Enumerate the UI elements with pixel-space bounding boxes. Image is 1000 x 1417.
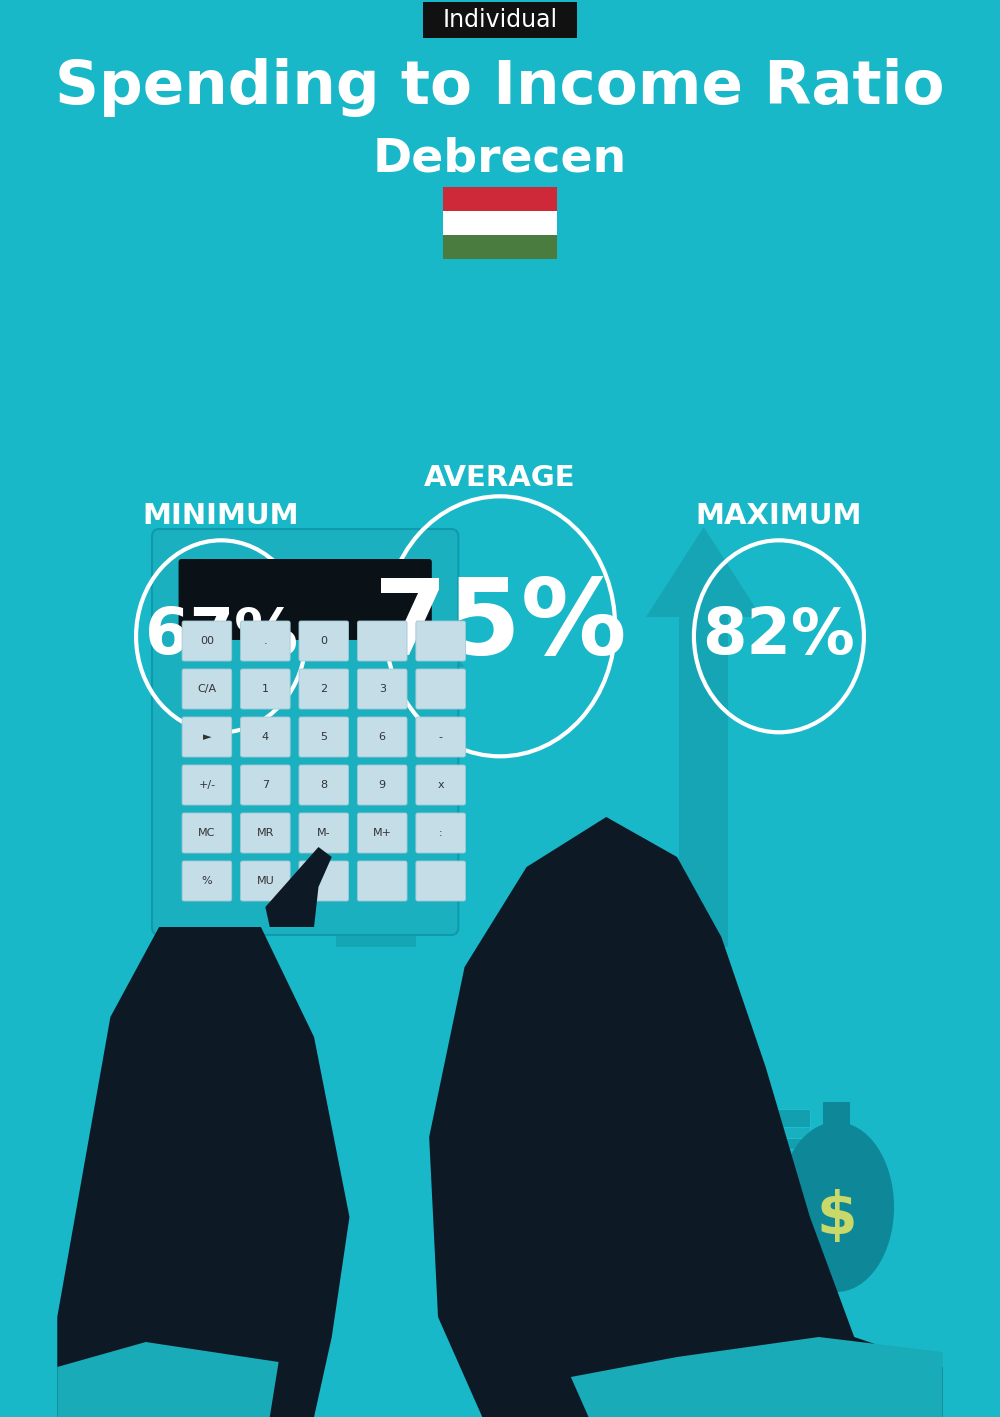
FancyBboxPatch shape — [416, 862, 465, 901]
FancyBboxPatch shape — [443, 211, 557, 235]
Polygon shape — [535, 1017, 730, 1146]
FancyBboxPatch shape — [299, 862, 349, 901]
FancyBboxPatch shape — [717, 1163, 810, 1182]
FancyBboxPatch shape — [416, 621, 465, 660]
FancyBboxPatch shape — [241, 717, 290, 757]
Text: M-: M- — [317, 828, 331, 837]
Text: 9: 9 — [379, 779, 386, 791]
FancyBboxPatch shape — [357, 765, 407, 805]
FancyBboxPatch shape — [443, 187, 557, 211]
Text: 3: 3 — [379, 684, 386, 694]
Polygon shape — [57, 1342, 279, 1417]
Text: Spending to Income Ratio: Spending to Income Ratio — [55, 58, 945, 116]
FancyBboxPatch shape — [241, 765, 290, 805]
Text: 4: 4 — [262, 733, 269, 743]
Polygon shape — [287, 547, 465, 667]
FancyBboxPatch shape — [182, 765, 232, 805]
Polygon shape — [336, 667, 416, 947]
FancyBboxPatch shape — [416, 669, 465, 708]
FancyBboxPatch shape — [357, 862, 407, 901]
Text: +/-: +/- — [198, 779, 215, 791]
Text: 0: 0 — [320, 636, 327, 646]
Text: 1: 1 — [262, 684, 269, 694]
FancyBboxPatch shape — [717, 1110, 810, 1127]
FancyBboxPatch shape — [717, 1131, 810, 1149]
Polygon shape — [57, 927, 349, 1417]
Text: -: - — [439, 733, 443, 743]
Text: 7: 7 — [262, 779, 269, 791]
Text: MU: MU — [256, 876, 274, 886]
Text: 75%: 75% — [374, 575, 626, 677]
Text: $: $ — [816, 1189, 857, 1246]
FancyBboxPatch shape — [241, 621, 290, 660]
Polygon shape — [525, 922, 741, 1017]
Polygon shape — [265, 847, 332, 927]
Polygon shape — [646, 527, 761, 616]
FancyBboxPatch shape — [357, 813, 407, 853]
Ellipse shape — [779, 1122, 894, 1292]
FancyBboxPatch shape — [717, 1119, 810, 1138]
Text: 00: 00 — [200, 636, 214, 646]
FancyBboxPatch shape — [357, 717, 407, 757]
FancyBboxPatch shape — [443, 235, 557, 259]
Text: $: $ — [744, 1141, 769, 1175]
FancyBboxPatch shape — [617, 1077, 649, 1146]
Text: MC: MC — [198, 828, 216, 837]
FancyBboxPatch shape — [299, 621, 349, 660]
Text: 5: 5 — [320, 733, 327, 743]
FancyBboxPatch shape — [416, 813, 465, 853]
Text: AVERAGE: AVERAGE — [424, 465, 576, 492]
FancyBboxPatch shape — [299, 717, 349, 757]
FancyBboxPatch shape — [357, 621, 407, 660]
FancyBboxPatch shape — [152, 529, 458, 935]
Text: 6: 6 — [379, 733, 386, 743]
FancyBboxPatch shape — [241, 669, 290, 708]
FancyBboxPatch shape — [299, 765, 349, 805]
Text: MAXIMUM: MAXIMUM — [696, 502, 862, 530]
Text: x: x — [437, 779, 444, 791]
FancyBboxPatch shape — [182, 813, 232, 853]
FancyBboxPatch shape — [182, 862, 232, 901]
FancyBboxPatch shape — [357, 669, 407, 708]
FancyBboxPatch shape — [182, 669, 232, 708]
FancyBboxPatch shape — [664, 938, 680, 983]
Text: C/A: C/A — [197, 684, 216, 694]
Polygon shape — [429, 818, 943, 1417]
Text: 82%: 82% — [703, 605, 855, 667]
Polygon shape — [571, 1338, 943, 1417]
FancyBboxPatch shape — [423, 1, 577, 38]
Text: ►: ► — [203, 733, 211, 743]
Text: Debrecen: Debrecen — [373, 136, 627, 181]
FancyBboxPatch shape — [717, 1153, 810, 1170]
FancyBboxPatch shape — [416, 717, 465, 757]
FancyBboxPatch shape — [299, 813, 349, 853]
FancyBboxPatch shape — [823, 1102, 850, 1127]
Ellipse shape — [719, 1102, 794, 1212]
Text: 67%: 67% — [145, 605, 298, 667]
Text: Individual: Individual — [442, 9, 558, 33]
Text: 8: 8 — [320, 779, 327, 791]
Text: MINIMUM: MINIMUM — [143, 502, 299, 530]
Text: MR: MR — [257, 828, 274, 837]
Text: .: . — [264, 636, 267, 646]
FancyBboxPatch shape — [299, 669, 349, 708]
FancyBboxPatch shape — [241, 862, 290, 901]
FancyBboxPatch shape — [416, 765, 465, 805]
Polygon shape — [679, 616, 728, 947]
FancyBboxPatch shape — [182, 717, 232, 757]
Text: M+: M+ — [373, 828, 392, 837]
Text: %: % — [202, 876, 212, 886]
FancyBboxPatch shape — [179, 558, 432, 640]
FancyBboxPatch shape — [717, 1142, 810, 1161]
Text: :: : — [439, 828, 442, 837]
FancyBboxPatch shape — [241, 813, 290, 853]
FancyBboxPatch shape — [182, 621, 232, 660]
Text: 2: 2 — [320, 684, 327, 694]
